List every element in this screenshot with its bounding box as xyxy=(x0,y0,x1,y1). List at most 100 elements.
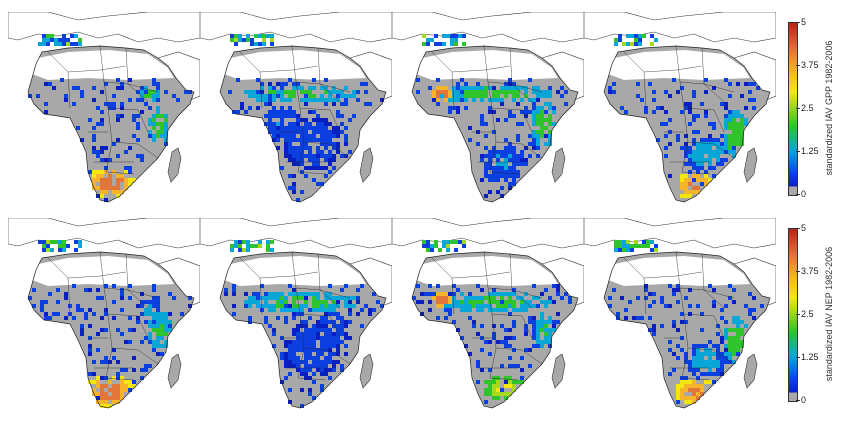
map-pixel xyxy=(72,86,76,90)
map-pixel xyxy=(152,82,156,86)
map-pixel xyxy=(148,94,152,98)
map-pixel xyxy=(544,118,548,122)
map-pixel xyxy=(680,396,684,400)
map-pixel xyxy=(324,142,328,146)
map-pixel xyxy=(340,114,344,118)
africa-landmass xyxy=(412,252,578,408)
map-pixel xyxy=(500,102,504,106)
map-pixel xyxy=(536,142,540,146)
map-pixel xyxy=(684,384,688,388)
map-pixel xyxy=(112,396,116,400)
map-pixel xyxy=(704,380,708,384)
map-pixel xyxy=(104,396,108,400)
map-pixel xyxy=(136,316,140,320)
map-pixel xyxy=(648,292,652,296)
map-pixel xyxy=(684,178,688,182)
country-border xyxy=(451,71,455,109)
map-pixel xyxy=(324,292,328,296)
map-pixel xyxy=(80,94,84,98)
map-pixel xyxy=(508,328,512,332)
map-pixel xyxy=(724,332,728,336)
map-pixel xyxy=(100,316,104,320)
map-pixel xyxy=(500,296,504,300)
map-pixel xyxy=(654,38,658,42)
map-pixel xyxy=(332,340,336,344)
map-pixel xyxy=(648,82,652,86)
map-pixel xyxy=(512,170,516,174)
map-pixel xyxy=(360,308,364,312)
map-pixel xyxy=(224,292,228,296)
country-border xyxy=(67,71,71,109)
map-pixel xyxy=(328,320,332,324)
map-pixel xyxy=(336,90,340,94)
map-pixel xyxy=(724,304,728,308)
map-pixel xyxy=(732,150,736,154)
map-pixel xyxy=(132,328,136,332)
map-pixel xyxy=(536,296,540,300)
map-pixel xyxy=(484,154,488,158)
map-pixel xyxy=(748,82,752,86)
map-pixel xyxy=(496,308,500,312)
map-pixel xyxy=(536,332,540,336)
map-pixel xyxy=(272,130,276,134)
map-pixel xyxy=(156,106,160,110)
map-pixel xyxy=(508,384,512,388)
map-pixel xyxy=(500,166,504,170)
map-pixel xyxy=(344,98,348,102)
map-pixel xyxy=(456,106,460,110)
map-pixel xyxy=(100,174,104,178)
map-pixel xyxy=(136,154,140,158)
map-pixel xyxy=(684,380,688,384)
map-pixel xyxy=(50,248,54,252)
map-pixel xyxy=(520,150,524,154)
map-pixel xyxy=(160,130,164,134)
madagascar-outline xyxy=(167,353,182,389)
map-pixel xyxy=(532,102,536,106)
map-pixel xyxy=(152,316,156,320)
country-border xyxy=(329,143,351,159)
map-pixel xyxy=(504,380,508,384)
map-pixel xyxy=(252,300,256,304)
map-pixel xyxy=(264,102,268,106)
map-pixel xyxy=(304,376,308,380)
map-pixel xyxy=(248,304,252,308)
map-pixel xyxy=(684,388,688,392)
map-pixel xyxy=(728,122,732,126)
map-pixel xyxy=(260,296,264,300)
map-pixel xyxy=(692,396,696,400)
map-pixel xyxy=(460,336,464,340)
map-pixel xyxy=(316,182,320,186)
country-border xyxy=(681,141,711,175)
map-pixel xyxy=(328,162,332,166)
map-pixel xyxy=(296,158,300,162)
map-pixel xyxy=(308,348,312,352)
map-pixel xyxy=(532,328,536,332)
map-pixel xyxy=(688,146,692,150)
map-pixel xyxy=(96,122,100,126)
map-pixel xyxy=(480,158,484,162)
map-pixel xyxy=(320,336,324,340)
map-pixel xyxy=(276,110,280,114)
map-pixel xyxy=(500,170,504,174)
map-pixel xyxy=(484,174,488,178)
map-pixel xyxy=(288,186,292,190)
map-pixel xyxy=(136,122,140,126)
map-pixel xyxy=(276,138,280,142)
map-pixel xyxy=(500,292,504,296)
map-pixel xyxy=(496,90,500,94)
map-pixel xyxy=(516,134,520,138)
map-pixel xyxy=(276,90,280,94)
map-pixel xyxy=(304,118,308,122)
map-pixel xyxy=(308,344,312,348)
map-pixel xyxy=(312,396,316,400)
map-pixel xyxy=(260,82,264,86)
map-pixel xyxy=(344,296,348,300)
map-pixel xyxy=(352,114,356,118)
map-pixel xyxy=(280,106,284,110)
map-pixel xyxy=(324,98,328,102)
map-pixel xyxy=(344,94,348,98)
map-pixel xyxy=(152,324,156,328)
map-pixel xyxy=(646,244,650,248)
map-pixel xyxy=(144,312,148,316)
map-pixel xyxy=(618,244,622,248)
